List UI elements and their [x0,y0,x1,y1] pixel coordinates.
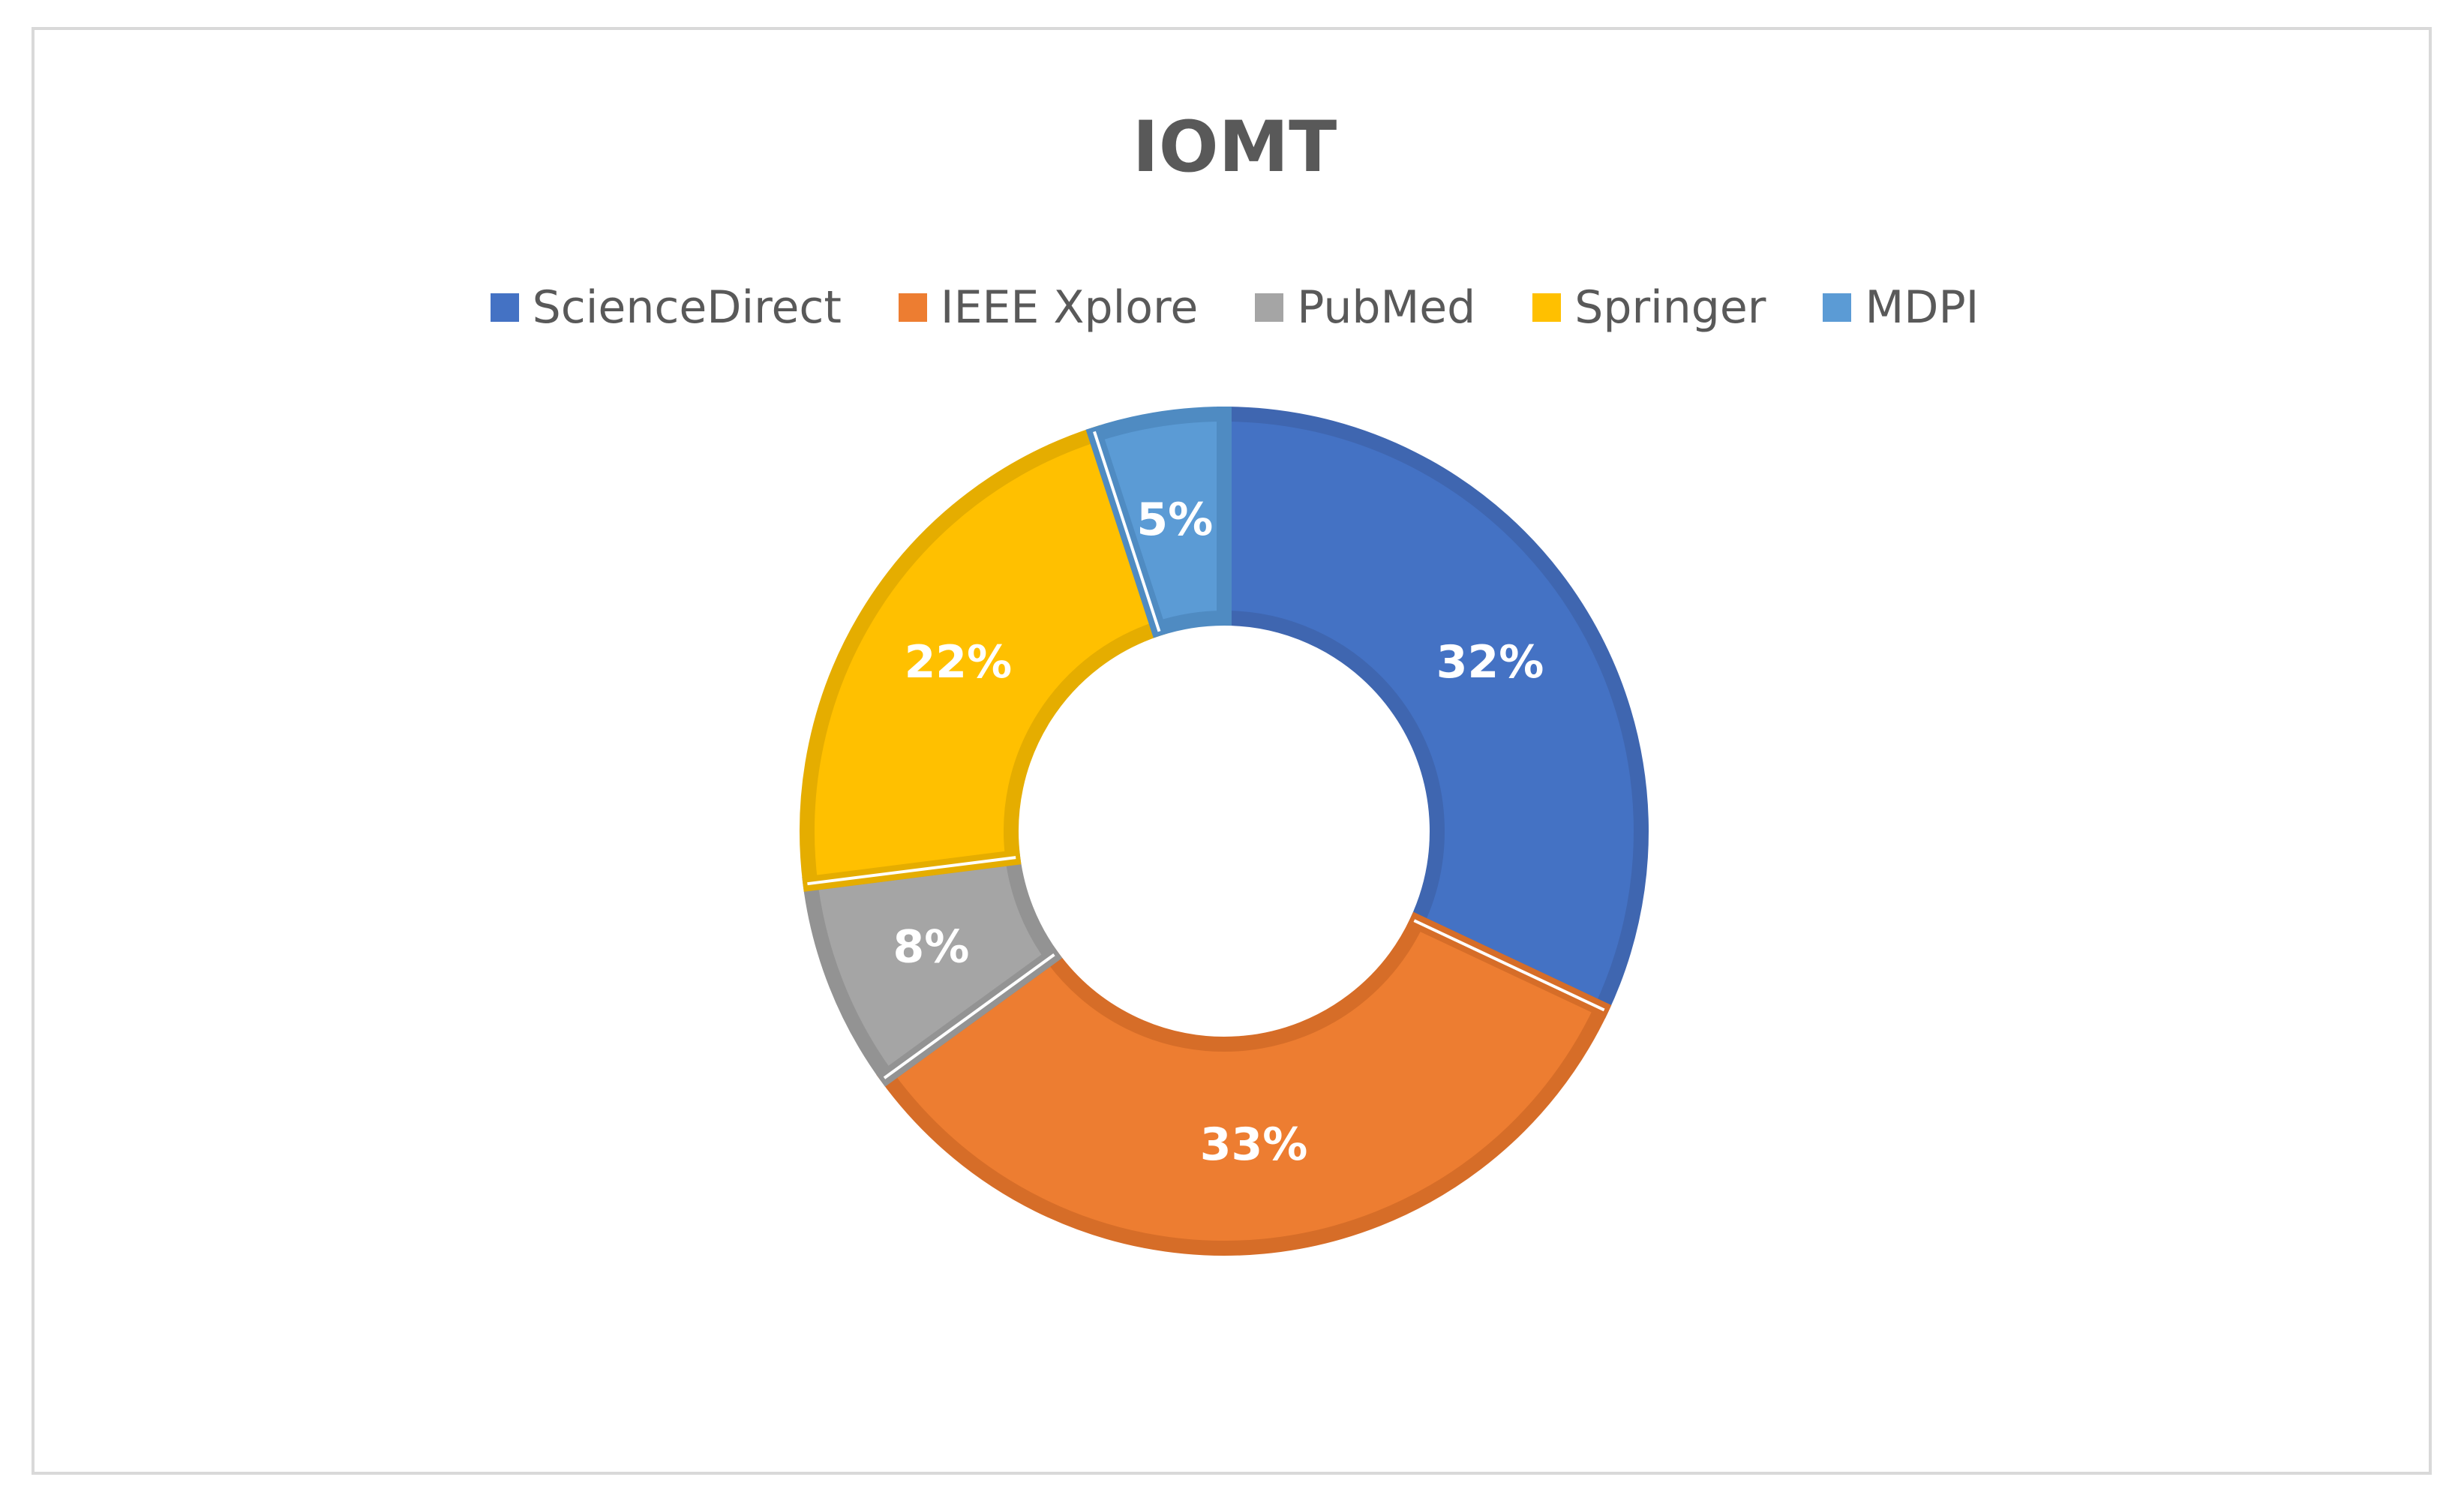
data-label-pubmed: 8% [893,921,970,974]
data-label-springer: 22% [905,636,1013,689]
legend-label: Springer [1574,281,1766,334]
data-label-sciencedirect: 32% [1436,636,1544,689]
slice-separator [807,856,1016,886]
legend-swatch [1532,293,1562,322]
legend-label: PubMed [1297,281,1476,334]
slice-springer [800,425,1168,892]
slice-ieee-xplore [876,911,1612,1256]
legend: ScienceDirect IEEE Xplore PubMed Springer MD… [35,278,2435,338]
chart-frame: 32% 33% 8% 22% 5% IOMT ScienceDirect IEEE Xpl… [32,27,2432,1475]
slice-separator [1413,919,1605,1012]
slice-separator [883,953,1055,1079]
legend-swatch [898,293,927,322]
slice-separator [1093,431,1161,632]
legend-label: ScienceDirect [532,281,842,334]
legend-label: IEEE Xplore [940,281,1199,334]
legend-item-springer: Springer [1532,281,1766,334]
legend-item-pubmed: PubMed [1255,281,1475,334]
legend-item-ieee-xplore: IEEE Xplore [898,281,1199,334]
chart-title: IOMT [1132,107,1337,188]
donut-chart: 32% 33% 8% 22% 5% [800,406,1649,1256]
legend-item-sciencedirect: ScienceDirect [490,281,842,334]
legend-item-mdpi: MDPI [1823,281,1979,334]
legend-swatch [1255,293,1284,322]
data-label-ieee-xplore: 33% [1200,1118,1308,1171]
data-label-mdpi: 5% [1136,494,1213,546]
slice-sciencedirect [1217,406,1649,1019]
slice-mdpi [1085,406,1232,638]
legend-swatch [1823,293,1852,322]
legend-swatch [490,293,519,322]
legend-label: MDPI [1865,281,1979,334]
